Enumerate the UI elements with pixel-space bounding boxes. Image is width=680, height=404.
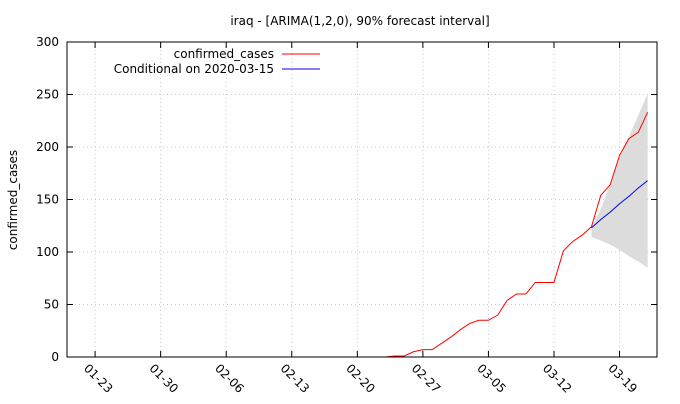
x-tick-label: 03-12	[540, 361, 575, 396]
y-axis-label: confirmed_cases	[6, 150, 20, 250]
y-tick-label: 100	[36, 245, 59, 259]
y-tick-label: 50	[44, 298, 59, 312]
legend-label: Conditional on 2020-03-15	[114, 62, 274, 76]
forecast-interval-area	[591, 93, 648, 268]
x-tick-label: 02-06	[212, 361, 247, 396]
y-tick-label: 200	[36, 140, 59, 154]
x-tick-label: 02-20	[343, 361, 378, 396]
y-tick-label: 300	[36, 35, 59, 49]
x-tick-label: 01-23	[81, 361, 116, 396]
y-tick-label: 150	[36, 193, 59, 207]
legend-label: confirmed_cases	[174, 47, 274, 61]
y-tick-label: 0	[51, 350, 59, 364]
x-tick-label: 03-05	[474, 361, 509, 396]
x-tick-label: 03-19	[605, 361, 640, 396]
x-tick-label: 02-13	[278, 361, 313, 396]
x-tick-label: 01-30	[147, 361, 182, 396]
chart-title: iraq - [ARIMA(1,2,0), 90% forecast inter…	[230, 14, 489, 28]
axes: 0 50 100 150 200 250 300 01-23 01-30 02-06 02-13 02…	[36, 35, 657, 396]
forecast-interval-band	[591, 93, 648, 268]
x-tick-label: 02-27	[409, 361, 444, 396]
series-lines	[376, 112, 649, 358]
conditional-forecast-line	[591, 180, 648, 229]
y-tick-label: 250	[36, 88, 59, 102]
confirmed-cases-line	[376, 112, 649, 358]
grid-lines	[67, 42, 657, 357]
